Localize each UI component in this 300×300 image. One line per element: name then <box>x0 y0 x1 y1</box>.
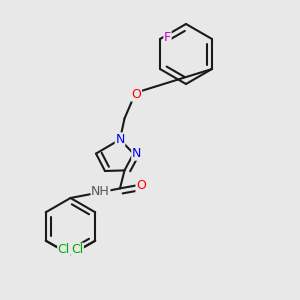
Text: O: O <box>132 88 141 101</box>
Text: Cl: Cl <box>71 243 83 256</box>
Text: Cl: Cl <box>58 243 70 256</box>
Text: F: F <box>164 31 171 44</box>
Text: N: N <box>132 147 141 160</box>
Text: O: O <box>136 179 146 192</box>
Text: N: N <box>115 133 125 146</box>
Text: NH: NH <box>91 185 110 198</box>
